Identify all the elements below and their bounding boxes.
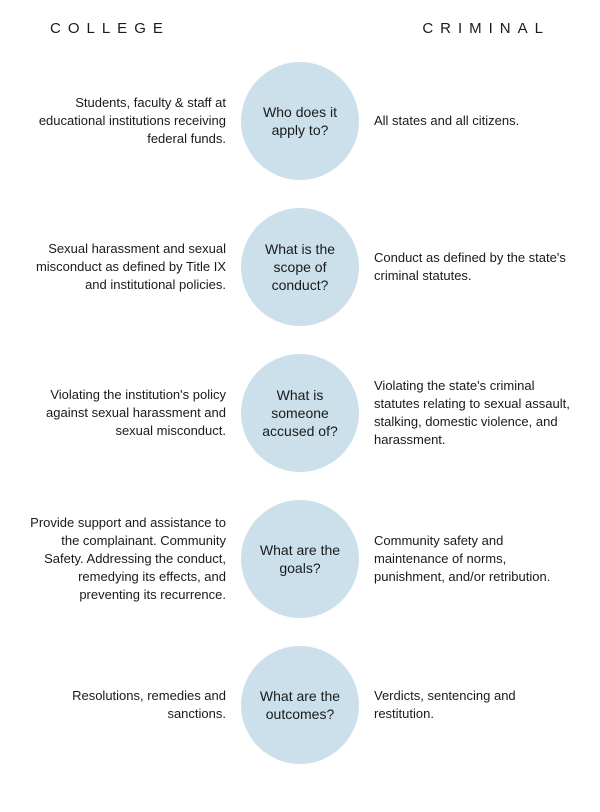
- college-answer: Students, faculty & staff at educational…: [30, 94, 226, 149]
- college-answer: Provide support and assistance to the co…: [30, 514, 226, 605]
- header-left: COLLEGE: [50, 20, 170, 37]
- college-answer: Resolutions, remedies and sanctions.: [30, 687, 226, 723]
- college-answer: Sexual harassment and sexual misconduct …: [30, 240, 226, 295]
- criminal-answer: Verdicts, sentencing and restitution.: [374, 687, 570, 723]
- question-text: What is the scope of conduct?: [251, 240, 349, 295]
- comparison-row: Sexual harassment and sexual misconduct …: [30, 208, 570, 326]
- comparison-row: Students, faculty & staff at educational…: [30, 62, 570, 180]
- question-text: What are the goals?: [251, 541, 349, 577]
- comparison-infographic: COLLEGE CRIMINAL Students, faculty & sta…: [0, 0, 600, 812]
- question-text: What are the outcomes?: [251, 687, 349, 723]
- criminal-answer: Violating the state's criminal statutes …: [374, 377, 570, 450]
- comparison-row: Resolutions, remedies and sanctions. Wha…: [30, 646, 570, 764]
- question-text: Who does it apply to?: [251, 103, 349, 139]
- column-headers: COLLEGE CRIMINAL: [30, 20, 570, 37]
- comparison-row: Violating the institution's policy again…: [30, 354, 570, 472]
- question-text: What is someone accused of?: [251, 386, 349, 441]
- header-right: CRIMINAL: [422, 20, 550, 37]
- question-circle: What are the outcomes?: [241, 646, 359, 764]
- criminal-answer: Conduct as defined by the state's crimin…: [374, 249, 570, 285]
- question-circle: Who does it apply to?: [241, 62, 359, 180]
- criminal-answer: Community safety and maintenance of norm…: [374, 532, 570, 587]
- college-answer: Violating the institution's policy again…: [30, 386, 226, 441]
- comparison-row: Provide support and assistance to the co…: [30, 500, 570, 618]
- question-circle: What are the goals?: [241, 500, 359, 618]
- question-circle: What is someone accused of?: [241, 354, 359, 472]
- criminal-answer: All states and all citizens.: [374, 112, 570, 130]
- question-circle: What is the scope of conduct?: [241, 208, 359, 326]
